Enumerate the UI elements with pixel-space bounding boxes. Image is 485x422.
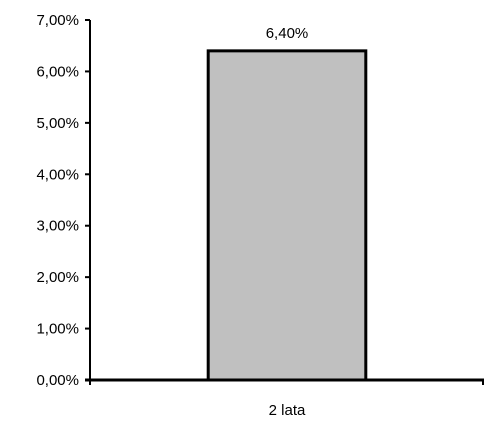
y-tick-label: 4,00% [36,166,79,183]
y-tick-label: 2,00% [36,269,79,286]
bars: 6,40% [206,25,368,382]
bar-data-label: 6,40% [266,25,309,42]
y-tick-label: 1,00% [36,321,79,338]
bar [206,49,368,382]
x-category-label: 2 lata [269,402,306,419]
y-tick-label: 0,00% [36,372,79,389]
x-axis: 2 lata [85,378,484,419]
y-tick-label: 5,00% [36,115,79,132]
y-axis: 0,00% 1,00% 2,00% 3,00% 4,00% 5,00% 6,00% 7,00% [36,12,91,389]
y-tick-label: 3,00% [36,218,79,235]
y-tick-label: 7,00% [36,12,79,29]
y-tick-label: 6,00% [36,63,79,80]
